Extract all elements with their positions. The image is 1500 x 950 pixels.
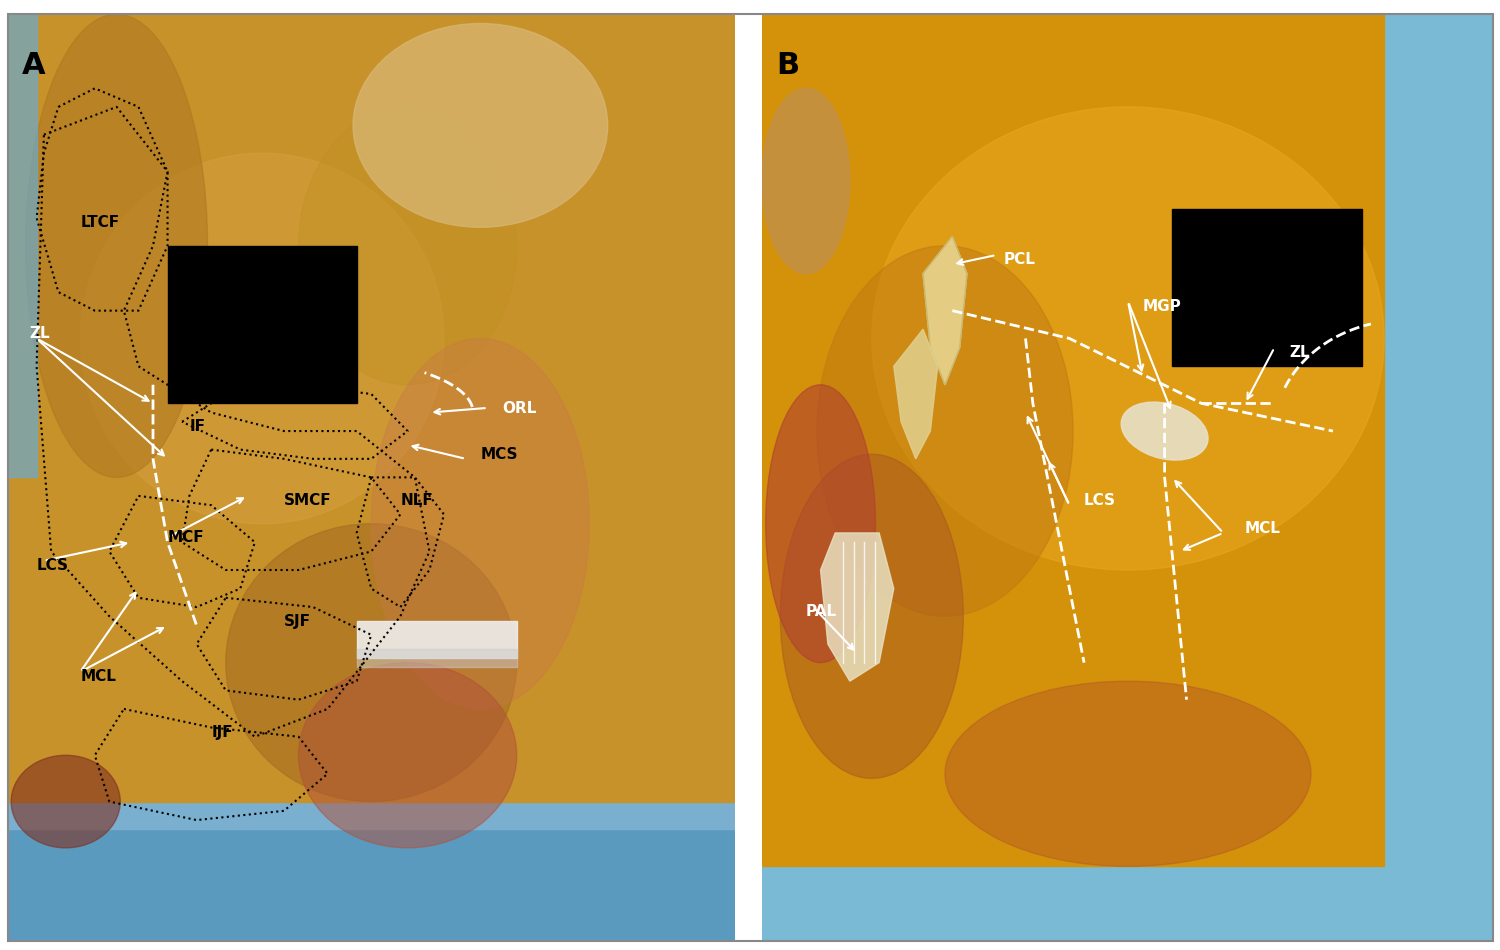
Ellipse shape (762, 88, 850, 274)
Bar (1384, 14, 1494, 940)
Text: LCS: LCS (36, 558, 69, 573)
Polygon shape (922, 237, 968, 385)
Bar (8, 829, 735, 940)
Bar (8, 14, 36, 477)
Ellipse shape (818, 246, 1072, 617)
Ellipse shape (945, 681, 1311, 866)
Ellipse shape (1120, 402, 1208, 460)
Bar (168, 246, 357, 404)
Text: MCL: MCL (81, 669, 116, 684)
Bar (357, 621, 516, 658)
Text: SJF: SJF (284, 614, 310, 629)
Text: IF: IF (189, 419, 206, 434)
Bar (1172, 209, 1362, 367)
Text: SMCF: SMCF (284, 493, 332, 508)
Ellipse shape (298, 107, 516, 385)
Text: ZL: ZL (1288, 345, 1310, 360)
Ellipse shape (871, 107, 1384, 570)
Text: PCL: PCL (1004, 253, 1035, 267)
Ellipse shape (298, 663, 516, 847)
Text: ZL: ZL (30, 327, 50, 341)
Ellipse shape (225, 523, 516, 802)
Text: B: B (777, 51, 800, 81)
Ellipse shape (765, 385, 876, 663)
Text: NLF: NLF (400, 493, 433, 508)
Text: ORL: ORL (503, 401, 537, 415)
Ellipse shape (10, 755, 120, 847)
Text: PAL: PAL (806, 604, 837, 619)
Bar (762, 866, 1494, 940)
Text: LTCF: LTCF (81, 216, 120, 230)
Text: MCF: MCF (168, 530, 204, 545)
Ellipse shape (26, 14, 207, 477)
Ellipse shape (780, 454, 963, 778)
Text: IJF: IJF (211, 725, 232, 740)
Text: LCS: LCS (1084, 493, 1116, 508)
Text: MCL: MCL (1245, 521, 1281, 536)
Ellipse shape (352, 24, 608, 227)
Polygon shape (821, 533, 894, 681)
Polygon shape (894, 329, 938, 459)
Bar (8, 802, 735, 829)
Ellipse shape (81, 153, 444, 523)
Text: MGP: MGP (1143, 298, 1182, 314)
Bar (762, 14, 1384, 866)
Text: A: A (22, 51, 45, 81)
Text: MCS: MCS (480, 446, 518, 462)
Bar (357, 649, 516, 667)
Ellipse shape (372, 338, 590, 709)
Bar (8, 14, 735, 802)
